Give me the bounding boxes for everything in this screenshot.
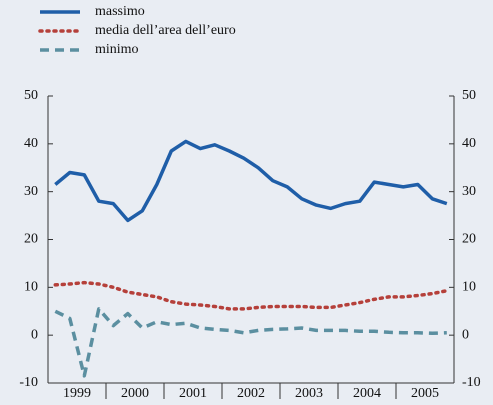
series-line	[54, 139, 448, 223]
legend-label: minimo	[95, 42, 139, 57]
y2-tick-label: 30	[462, 184, 476, 199]
y2-tick-label: 50	[462, 88, 476, 103]
x-tick-label: 2005	[411, 386, 439, 401]
x-tick-label: 2003	[295, 386, 323, 401]
y2-tick-label: -10	[462, 375, 481, 390]
y-tick-label: 40	[24, 136, 38, 151]
y-tick-label: 20	[24, 232, 38, 247]
y-tick-label: 30	[24, 184, 38, 199]
legend-label: massimo	[95, 4, 145, 19]
y2-tick-label: 40	[462, 136, 476, 151]
series-line	[54, 307, 447, 378]
legend: massimo media dell’area dell’euro minimo	[38, 4, 236, 57]
series-line	[53, 280, 449, 311]
x-tick-label: 2001	[179, 386, 207, 401]
y-tick-label: 0	[31, 327, 38, 342]
legend-label: media dell’area dell’euro	[95, 23, 236, 38]
y-tick-label: 50	[24, 88, 38, 103]
x-tick-label: 2000	[121, 386, 149, 401]
x-tick-label: 1999	[63, 386, 91, 401]
x-tick-label: 2002	[237, 386, 265, 401]
y-tick-label: -10	[19, 375, 38, 390]
y2-tick-label: 0	[462, 327, 469, 342]
y2-tick-label: 10	[462, 280, 476, 295]
y-tick-label: 10	[24, 280, 38, 295]
x-tick-label: 2004	[353, 386, 381, 401]
y2-tick-label: 20	[462, 232, 476, 247]
